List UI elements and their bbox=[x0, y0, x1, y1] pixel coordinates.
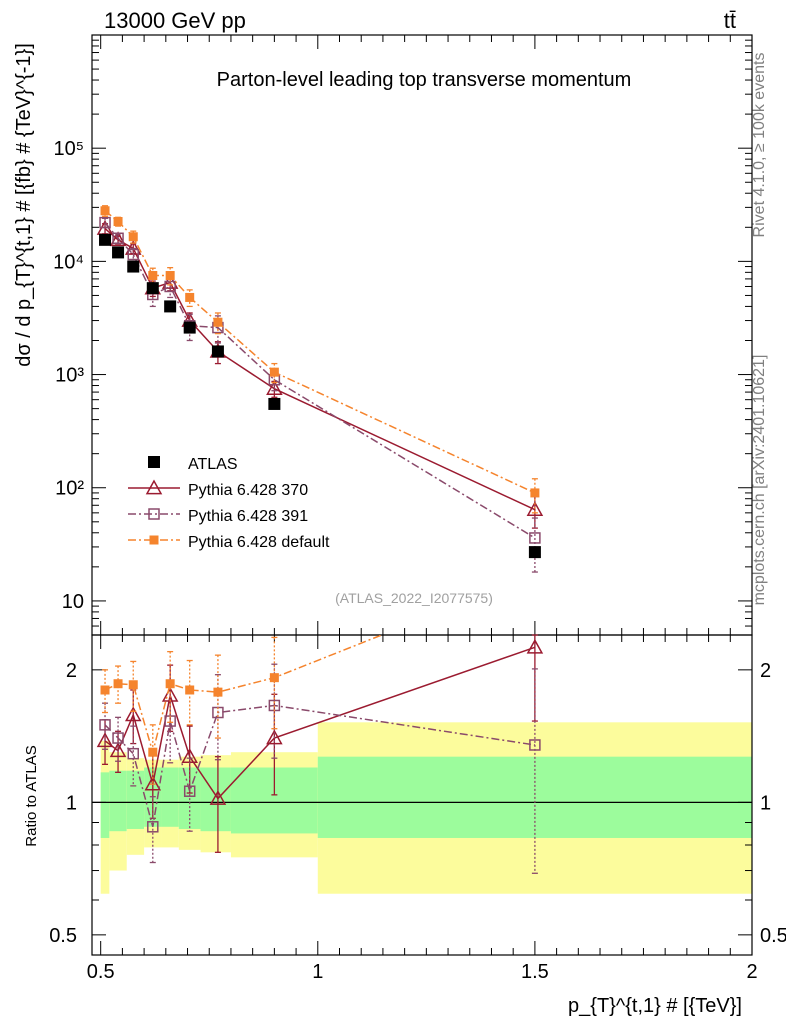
x-tick-label: 0.5 bbox=[87, 961, 115, 983]
data-point-atlas bbox=[164, 300, 177, 313]
series-line-pythia-6-428-default bbox=[104, 210, 536, 494]
data-point-pythia-6-428-391 bbox=[99, 216, 111, 229]
data-point-pythia-6-428-391 bbox=[127, 248, 139, 261]
data-point-pythia-6-428-370 bbox=[526, 501, 544, 517]
ratio-panel: 0.5 1 1.5 20.5 0.51 12 2 bbox=[49, 634, 786, 983]
y-tick-label: 1 bbox=[66, 792, 77, 814]
data-point-atlas bbox=[146, 282, 159, 295]
data-point-pythia-6-428-370 bbox=[266, 729, 283, 745]
data-point-pythia-6-428-default bbox=[148, 271, 158, 281]
x-axis-title: p_{T}^{t,1} # [{TeV}] bbox=[568, 995, 742, 1017]
mcplots-label: mcplots.cern.ch [arXiv:2401.10621] bbox=[751, 355, 768, 606]
data-point-pythia-6-428-default bbox=[213, 317, 223, 327]
ratio-plot-frame bbox=[91, 634, 753, 956]
data-point-pythia-6-428-default bbox=[100, 685, 110, 695]
data-point-pythia-6-428-default bbox=[530, 488, 540, 498]
legend-label-pythia-6-428-370: Pythia 6.428 370 bbox=[188, 482, 308, 499]
data-point-pythia-6-428-370 bbox=[266, 380, 283, 396]
series-line-pythia-6-428-370 bbox=[104, 227, 536, 511]
analysis-id: (ATLAS_2022_I2077575) bbox=[335, 590, 493, 606]
data-point-pythia-6-428-default bbox=[185, 292, 195, 302]
main-title: Parton-level leading top transverse mome… bbox=[217, 69, 632, 91]
legend-label-atlas: ATLAS bbox=[188, 456, 238, 473]
data-point-pythia-6-428-default bbox=[100, 206, 110, 216]
y-tick-label: 2 bbox=[66, 660, 77, 682]
data-point-pythia-6-428-391 bbox=[127, 747, 139, 760]
y-tick-label: 10³ bbox=[55, 365, 84, 387]
series-line-pythia-6-428-default bbox=[104, 635, 384, 756]
data-point-pythia-6-428-default bbox=[165, 271, 175, 281]
data-point-pythia-6-428-370 bbox=[124, 706, 142, 722]
legend-label-pythia-6-428-391: Pythia 6.428 391 bbox=[188, 508, 308, 525]
data-point-pythia-6-428-default bbox=[148, 747, 158, 757]
data-point-pythia-6-428-391 bbox=[183, 785, 196, 797]
data-point-pythia-6-428-391 bbox=[529, 739, 541, 751]
data-point-atlas bbox=[127, 260, 140, 273]
data-point-pythia-6-428-default bbox=[113, 679, 123, 689]
data-point-atlas bbox=[112, 246, 125, 259]
data-point-pythia-6-428-391 bbox=[112, 732, 124, 744]
series-line-pythia-6-428-391 bbox=[104, 222, 536, 539]
data-point-pythia-6-428-default bbox=[269, 367, 279, 377]
ratio-band-inner bbox=[100, 772, 110, 838]
ratio-band-inner bbox=[200, 767, 231, 832]
ratio-y-axis-title: Ratio to ATLAS bbox=[23, 745, 40, 846]
y-tick-label: 10 bbox=[62, 591, 84, 613]
data-point-pythia-6-428-default bbox=[185, 685, 195, 695]
legend-marker-pythia-6-428-391 bbox=[148, 508, 160, 520]
ratio-band-inner bbox=[109, 770, 127, 832]
x-tick-label: 1 bbox=[312, 961, 323, 983]
main-y-axis-title: dσ / d p_{T}^{t,1} # [{fb} # {TeV}^{-1}] bbox=[13, 43, 35, 367]
data-point-pythia-6-428-391 bbox=[147, 821, 159, 833]
ratio-band-inner bbox=[126, 770, 145, 829]
data-point-atlas bbox=[268, 397, 281, 410]
legend-label-pythia-6-428-default: Pythia 6.428 default bbox=[188, 534, 330, 551]
y-tick-label: 2 bbox=[760, 660, 771, 682]
data-point-pythia-6-428-default bbox=[128, 680, 138, 690]
data-point-atlas bbox=[99, 233, 112, 246]
data-point-pythia-6-428-370 bbox=[209, 790, 227, 805]
process-label: tt̄ bbox=[724, 8, 736, 33]
ratio-band-inner bbox=[161, 767, 179, 827]
y-tick-label: 10² bbox=[55, 478, 84, 500]
data-point-pythia-6-428-391 bbox=[164, 280, 176, 293]
rivet-label: Rivet 4.1.0, ≥ 100k events bbox=[751, 53, 768, 238]
data-point-pythia-6-428-default bbox=[213, 687, 223, 697]
y-tick-label: 1 bbox=[760, 792, 771, 814]
data-point-atlas bbox=[183, 321, 196, 334]
data-point-atlas bbox=[211, 345, 224, 358]
legend-marker-atlas bbox=[148, 456, 160, 468]
data-point-pythia-6-428-default bbox=[128, 232, 138, 242]
data-point-pythia-6-428-391 bbox=[529, 532, 541, 544]
data-point-pythia-6-428-391 bbox=[99, 719, 111, 731]
y-tick-label: 0.5 bbox=[760, 925, 786, 947]
legend-marker-pythia-6-428-370 bbox=[145, 479, 163, 495]
data-point-atlas bbox=[528, 546, 541, 559]
legend-marker-pythia-6-428-default bbox=[149, 535, 159, 545]
data-point-pythia-6-428-391 bbox=[112, 232, 124, 245]
data-point-pythia-6-428-370 bbox=[109, 742, 127, 758]
data-point-pythia-6-428-default bbox=[113, 217, 123, 227]
x-tick-label: 2 bbox=[746, 961, 757, 983]
y-tick-label: 10⁴ bbox=[53, 251, 84, 273]
x-tick-label: 1.5 bbox=[521, 961, 549, 983]
data-point-pythia-6-428-370 bbox=[526, 638, 544, 654]
data-point-pythia-6-428-370 bbox=[109, 231, 127, 247]
series-line-pythia-6-428-391 bbox=[104, 704, 536, 827]
y-tick-label: 10⁵ bbox=[53, 138, 84, 160]
data-point-pythia-6-428-default bbox=[269, 673, 279, 683]
data-point-pythia-6-428-370 bbox=[96, 732, 114, 748]
data-point-pythia-6-428-default bbox=[165, 679, 175, 689]
beam-label: 13000 GeV pp bbox=[104, 8, 246, 33]
main-panel: 10 10² 10³ 10⁴ 10⁵ ATLAS Pythia 6.428 370 Pythi… bbox=[53, 34, 753, 636]
y-tick-label: 0.5 bbox=[49, 925, 77, 947]
data-point-pythia-6-428-370 bbox=[144, 775, 162, 791]
